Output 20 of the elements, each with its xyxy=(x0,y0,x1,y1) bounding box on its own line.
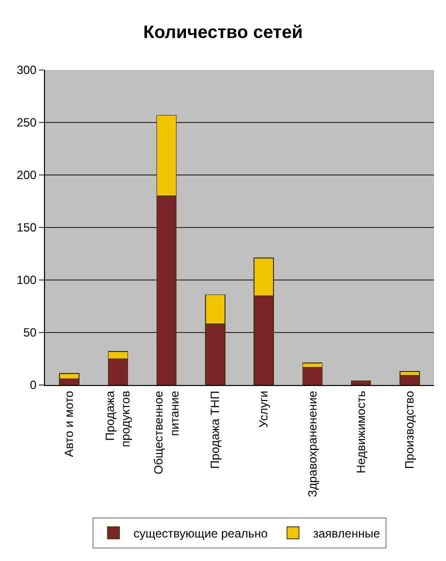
y-tick-label: 50 xyxy=(23,326,37,340)
legend-label: заявленные xyxy=(313,526,380,540)
chart-title: Количество сетей xyxy=(143,22,303,42)
legend-label: существующие реально xyxy=(134,526,268,540)
x-tick-label: Производство xyxy=(402,390,417,470)
y-tick-label: 300 xyxy=(16,63,37,78)
y-tick-label: 0 xyxy=(30,378,37,392)
x-tick-label: Продажа ТНП xyxy=(208,390,222,469)
bar xyxy=(302,366,323,385)
y-tick-label: 100 xyxy=(16,273,37,288)
x-tick-label: Услуги xyxy=(256,390,271,428)
x-tick-label: Авто и мото xyxy=(62,390,76,458)
bar xyxy=(350,380,372,385)
y-tick-label: 150 xyxy=(16,220,37,235)
y-tick-label: 200 xyxy=(16,168,37,182)
bar xyxy=(400,375,420,385)
x-tick-label: Продажа продуктов xyxy=(103,390,133,448)
x-tick-label: Недвижимость xyxy=(354,390,368,474)
x-tick-label: Здравохраненение xyxy=(305,390,320,498)
y-tick-label: 250 xyxy=(16,116,37,130)
